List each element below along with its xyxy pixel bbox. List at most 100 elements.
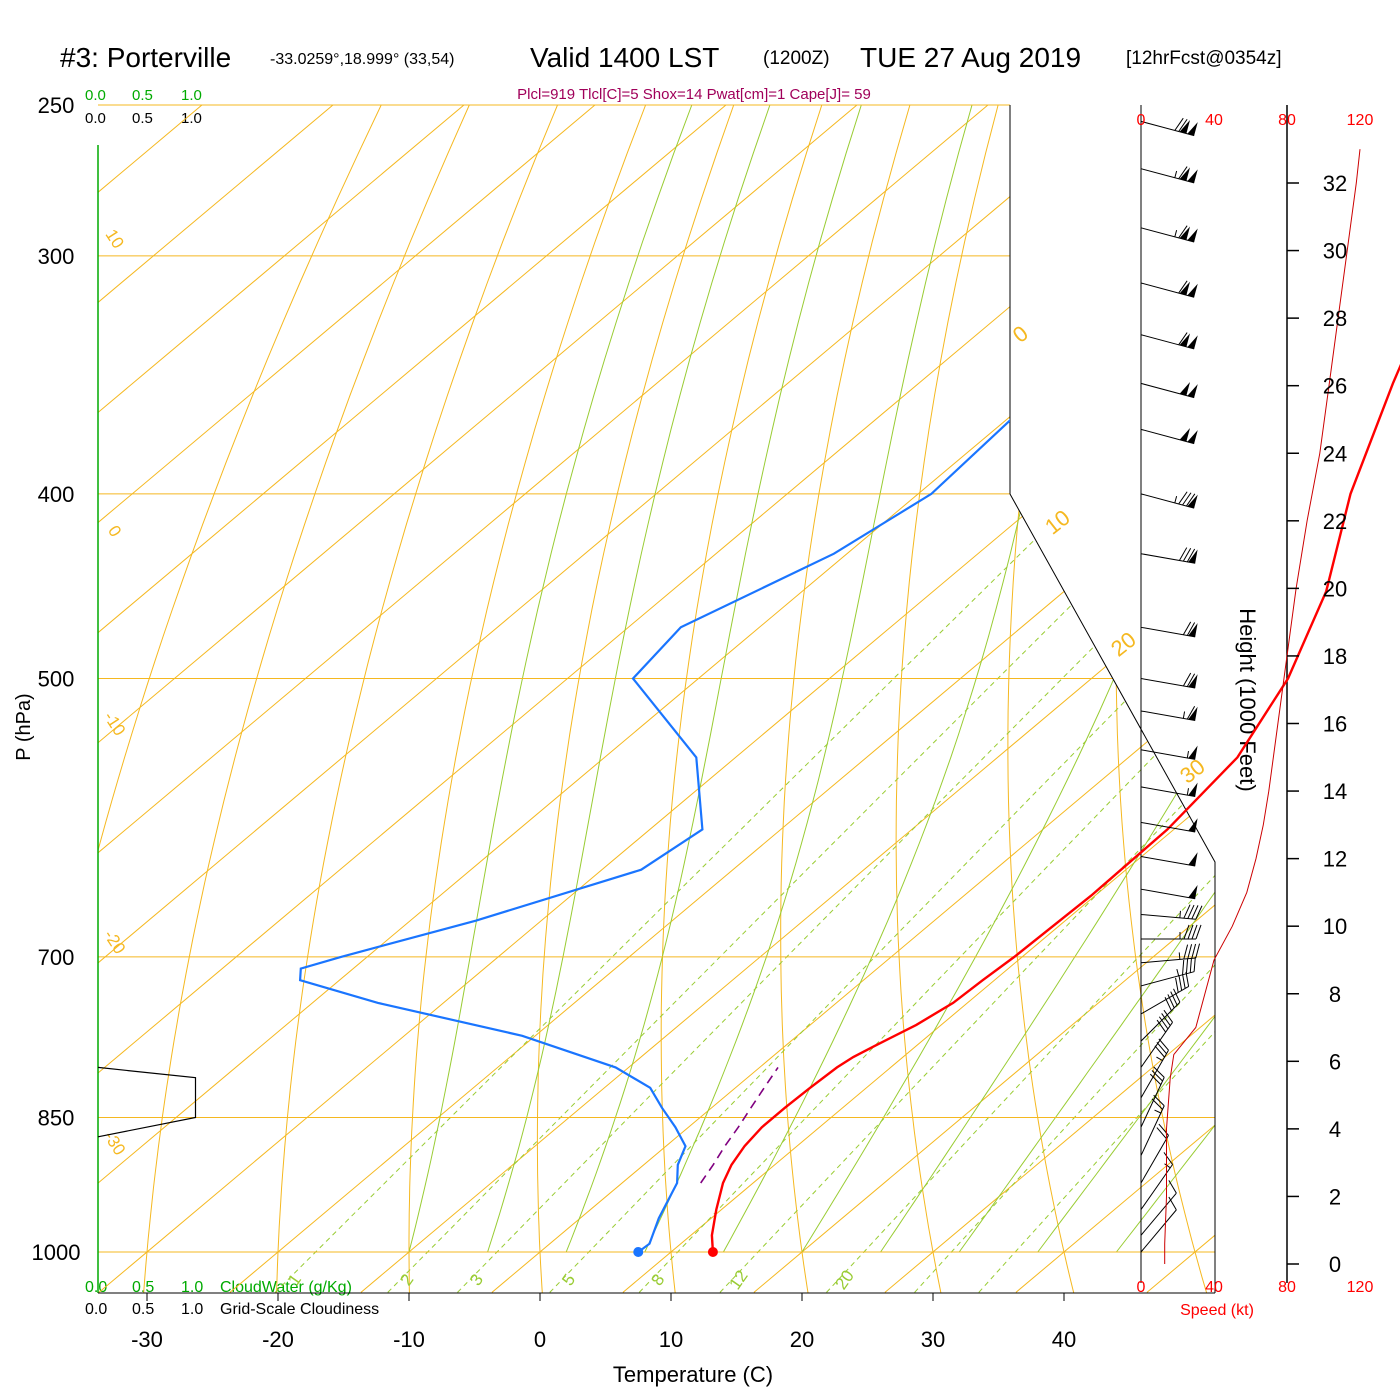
y-axis-title: P (hPa): [13, 693, 35, 760]
wind-speed-axis-title: Speed (kt): [1180, 1302, 1254, 1319]
x-tick-label: -10: [393, 1327, 425, 1352]
wind-barb: [1140, 971, 1190, 1015]
wind-barb-pennant: [1187, 430, 1198, 444]
wind-barb-pennant: [1187, 384, 1198, 398]
wind-barb-half-flag: [1174, 229, 1178, 237]
wind-barb-flag: [1163, 1009, 1173, 1023]
wind-barb-shaft: [1140, 626, 1196, 638]
frame-right-edge: [1009, 105, 1216, 1293]
wind-barb: [1140, 1038, 1169, 1099]
wind-barb-flag: [1149, 1073, 1162, 1085]
wind-barb-shaft: [1140, 120, 1195, 137]
mixing-ratio-line: [826, 493, 1215, 1293]
scale-label: 0.0: [85, 110, 106, 127]
isotherm-line: [98, 105, 898, 1293]
height-tick-label: 24: [1323, 441, 1347, 466]
mixing-ratio-line: [274, 493, 1082, 1293]
bottom-cloudwater-scale: 0.0 0.5 1.0 CloudWater (g/Kg): [85, 1279, 352, 1296]
wind-barb-shaft: [1140, 1022, 1173, 1068]
axis-labels: -30 -20 -10 0 10 20 30 402503004005007008501000…: [32, 93, 1374, 1352]
sounding-profiles: [298, 152, 1400, 1257]
wind-barb-flag: [1191, 943, 1197, 959]
height-tick-label: 16: [1323, 712, 1347, 737]
wind-barb-half-flag: [1164, 1163, 1171, 1169]
wind-barb-shaft: [1140, 821, 1196, 833]
x-tick-label: 0: [534, 1327, 546, 1352]
wind-barb-pennant: [1179, 333, 1191, 347]
wind-barb: [1140, 166, 1198, 184]
isotherm-line: [753, 105, 1215, 1293]
isotherm-line: [884, 105, 1215, 1293]
wind-barb-half-flag: [1154, 1109, 1162, 1114]
wind-barb: [1140, 1196, 1177, 1253]
moist-adiabat-line: [565, 105, 862, 1253]
wind-barb-flag: [1191, 924, 1198, 940]
height-tick-label: 26: [1323, 374, 1347, 399]
height-tick-label: 28: [1323, 306, 1347, 331]
wind-barb-pennant: [1188, 852, 1198, 867]
wind-barb-flag: [1178, 280, 1188, 294]
wind-barb-flag: [1156, 1042, 1167, 1054]
scale-label: 0.5: [132, 1279, 154, 1296]
isotherm-line: [98, 105, 767, 1293]
cloudiness-line: [97, 1066, 197, 1138]
wind-barb: [1140, 547, 1198, 564]
height-tick-label: 10: [1323, 914, 1347, 939]
wind-barb-flag: [1182, 621, 1192, 636]
wind-barb-flag: [1183, 904, 1191, 919]
wind-barb-pennant: [1179, 281, 1191, 296]
wind-barb-shaft: [1140, 493, 1195, 509]
wind-barb-shaft: [1140, 913, 1196, 920]
scale-label: 0.0: [85, 1301, 107, 1318]
mixing-ratio-line: [638, 493, 1215, 1293]
mixing-ratio-line: [457, 493, 1215, 1293]
wind-barb-shaft: [1140, 971, 1195, 987]
height-tick-label: 18: [1323, 644, 1347, 669]
height-tick-label: 8: [1329, 982, 1341, 1007]
isotherm-line: [98, 105, 374, 1293]
wind-barb-flag: [1168, 1196, 1177, 1211]
forecast-info: [12hrFcst@0354z]: [1126, 48, 1282, 69]
wind-barb-shaft: [1140, 986, 1189, 1015]
station-coords: -33.0259°,18.999° (33,54): [270, 51, 454, 68]
wind-barb-pennant: [1179, 120, 1191, 134]
scale-label: 0.0: [85, 87, 106, 104]
isotherm-line: [360, 105, 1215, 1293]
zulu-time: (1200Z): [763, 48, 830, 69]
wind-barb-flag: [1178, 225, 1188, 239]
height-tick-label: 22: [1323, 509, 1347, 534]
pressure-tick-label: 400: [38, 482, 75, 507]
mixing-ratio-line: [387, 493, 1184, 1293]
station-title: #3: Porterville: [60, 42, 231, 73]
pressure-tick-label: 850: [38, 1106, 75, 1131]
wind-barb-shaft: [1140, 282, 1195, 298]
wind-barb-half-flag: [1176, 968, 1180, 976]
pressure-tick-label: 250: [38, 93, 75, 118]
surface-temperature-dot: [707, 1247, 718, 1257]
wind-barb-flag: [1187, 944, 1193, 959]
wind-barb: [1140, 782, 1198, 797]
wind-barb: [1140, 491, 1198, 509]
bottom-cloudiness-scale: 0.0 0.5 1.0 Grid-Scale Cloudiness: [85, 1301, 379, 1318]
moist-adiabat-line: [958, 105, 1215, 1253]
dry-adiabat-line: [780, 105, 927, 1293]
cloudiness-profile: [97, 1066, 197, 1138]
wind-barb-pennant: [1187, 283, 1198, 298]
wind-barb: [1140, 428, 1198, 445]
wind-barb-flag: [1193, 956, 1196, 972]
wind-barb: [1140, 1009, 1173, 1068]
wind-barb-pennant: [1179, 226, 1191, 240]
wind-barb: [1140, 332, 1198, 350]
wind-barb-flag: [1178, 118, 1188, 132]
wind-speed-tick-top: 0: [1137, 112, 1146, 129]
pressure-tick-label: 700: [38, 945, 75, 970]
wind-barb-pennant: [1188, 884, 1198, 899]
wind-barb-flag: [1183, 944, 1189, 960]
isotherm-line: [98, 105, 505, 1293]
wind-barb-pennant: [1187, 494, 1198, 509]
wind-barb: [1140, 884, 1198, 900]
wind-barb-pennant: [1187, 228, 1198, 243]
scale-label: 1.0: [181, 1301, 203, 1318]
surface-dewpoint-dot: [633, 1247, 644, 1257]
wind-barb-flag: [1167, 994, 1175, 1009]
